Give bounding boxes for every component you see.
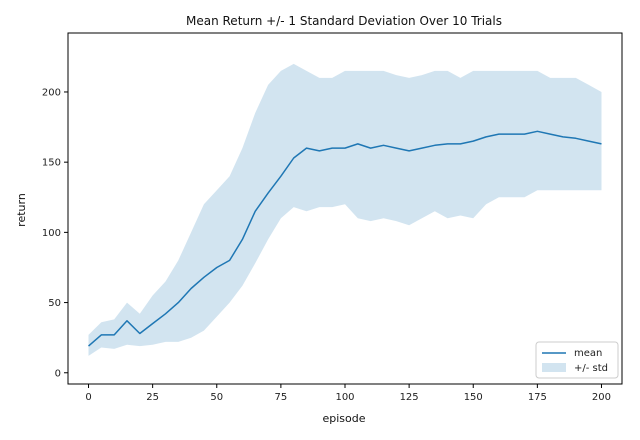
x-tick-label: 50 bbox=[210, 392, 223, 403]
legend-std-label: +/- std bbox=[574, 363, 608, 374]
y-tick-label: 200 bbox=[42, 87, 61, 98]
legend: mean +/- std bbox=[535, 341, 619, 379]
x-tick-label: 75 bbox=[275, 392, 288, 403]
y-axis-label: return bbox=[15, 193, 28, 227]
mean-line bbox=[88, 130, 602, 347]
mean-line-layer bbox=[88, 130, 602, 347]
legend-std-swatch bbox=[542, 363, 566, 372]
x-tick-label: 200 bbox=[592, 392, 611, 403]
y-tick-label: 0 bbox=[55, 368, 61, 379]
std-band-layer bbox=[88, 63, 602, 356]
x-tick-label: 100 bbox=[335, 392, 354, 403]
y-tick-label: 100 bbox=[42, 228, 61, 239]
x-tick-label: 0 bbox=[85, 392, 91, 403]
x-axis: 0 25 50 75 100 125 150 175 200 bbox=[85, 384, 611, 403]
x-tick-label: 175 bbox=[528, 392, 547, 403]
std-band bbox=[88, 63, 602, 356]
legend-box bbox=[535, 341, 619, 379]
y-axis: 0 50 100 150 200 bbox=[42, 87, 68, 379]
x-axis-label: episode bbox=[322, 412, 365, 425]
legend-mean-label: mean bbox=[574, 348, 602, 359]
y-tick-label: 150 bbox=[42, 158, 61, 169]
y-tick-label: 50 bbox=[48, 298, 61, 309]
chart-title: Mean Return +/- 1 Standard Deviation Ove… bbox=[186, 14, 502, 28]
x-tick-label: 125 bbox=[400, 392, 419, 403]
x-tick-label: 25 bbox=[146, 392, 159, 403]
x-tick-label: 150 bbox=[464, 392, 483, 403]
